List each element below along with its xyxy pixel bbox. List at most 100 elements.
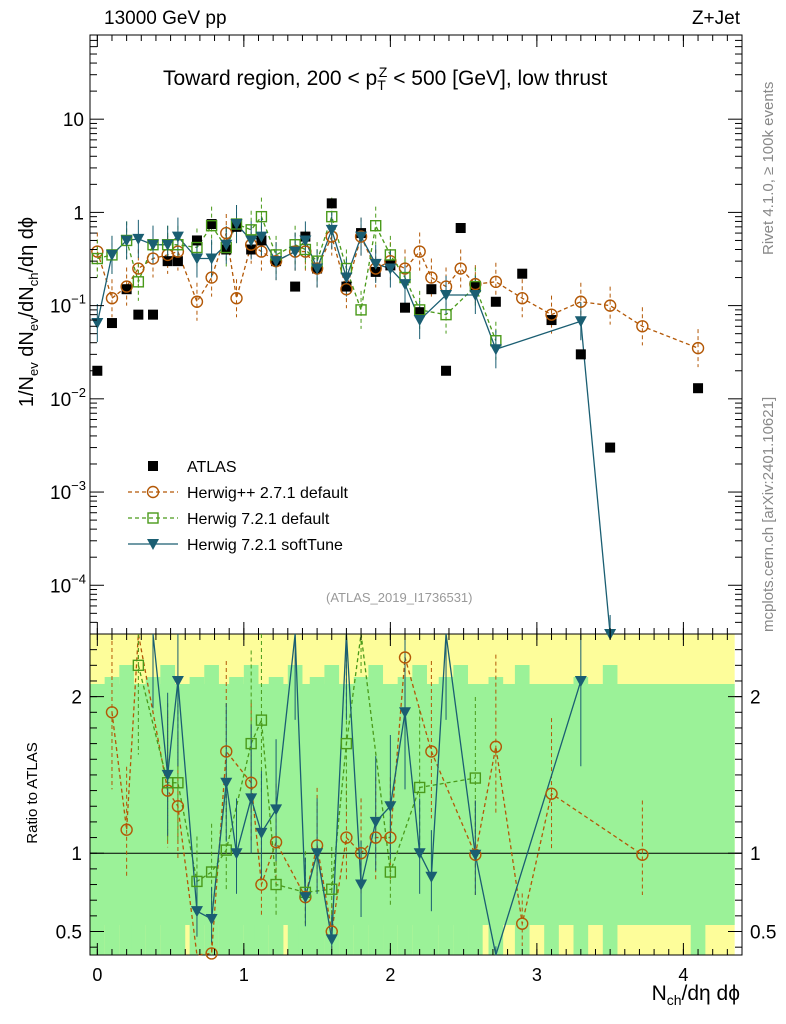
x-tick-label: 2 <box>385 965 395 985</box>
marker-herwigpp <box>636 848 649 861</box>
marker-herwigpp <box>255 245 268 258</box>
marker-herwig7-softtune <box>440 289 453 301</box>
marker-herwigpp <box>220 745 233 758</box>
marker-herwig7-softtune <box>289 246 302 258</box>
marker-herwig7-default <box>205 866 218 878</box>
marker-herwigpp <box>603 299 617 312</box>
marker-herwig7-softtune <box>161 239 174 251</box>
marker-herwigpp <box>545 787 558 800</box>
marker-herwig7-default <box>413 781 426 794</box>
marker-herwig7-default <box>370 219 382 232</box>
marker-herwig7-default <box>172 777 184 789</box>
marker-herwig7-softtune <box>205 253 218 265</box>
marker-herwig7-default <box>191 241 203 254</box>
marker-atlas <box>290 281 301 292</box>
marker-herwig7-default <box>355 304 367 316</box>
marker-herwigpp <box>384 831 397 844</box>
axes-frame <box>89 34 743 956</box>
marker-herwigpp <box>161 784 174 797</box>
y-tick-label: 1 <box>73 203 84 224</box>
marker-herwigpp <box>545 308 558 321</box>
marker-herwigpp <box>132 262 145 275</box>
marker-herwig7-default <box>440 308 452 321</box>
marker-herwigpp <box>454 262 467 275</box>
y-axis-label-top: 1/Nev dNev/dNch/dη dϕ <box>16 217 41 407</box>
marker-herwig7-softtune <box>413 848 426 860</box>
marker-atlas <box>441 365 452 376</box>
marker-herwig7-softtune <box>105 249 118 261</box>
marker-herwigpp <box>120 823 133 836</box>
marker-herwig7-softtune <box>469 849 482 861</box>
xlabel-part: N <box>651 982 667 1005</box>
marker-atlas <box>172 256 183 267</box>
marker-atlas <box>414 307 425 318</box>
ratio-tick-label-left: 2 <box>71 688 82 709</box>
ylabel-part: /dη dϕ <box>16 216 38 273</box>
marker-atlas <box>470 281 481 292</box>
x-tick-label: 3 <box>532 965 542 985</box>
marker-atlas <box>162 256 173 267</box>
marker-herwig7-softtune <box>190 253 203 265</box>
marker-herwigpp <box>398 651 412 664</box>
marker-atlas <box>426 284 437 295</box>
marker-herwig7-default <box>326 883 338 895</box>
marker-herwig7-default <box>326 210 338 223</box>
ratio-plot-frame <box>89 633 743 956</box>
marker-herwigpp <box>120 280 133 293</box>
marker-herwigpp <box>516 917 529 930</box>
series-line <box>96 232 699 349</box>
marker-herwigpp <box>105 706 119 719</box>
marker-atlas <box>191 235 202 246</box>
marker-herwig7-default <box>132 276 145 288</box>
header-right: Z+Jet <box>691 8 740 29</box>
marker-herwig7-softtune <box>325 934 338 946</box>
marker-herwig7-default <box>205 219 218 232</box>
title-main: Toward region, 200 < p <box>163 67 378 90</box>
marker-herwigpp <box>205 271 218 284</box>
title-sub: T <box>377 77 386 94</box>
x-tick-label: 4 <box>678 965 688 985</box>
marker-herwig7-softtune <box>91 318 104 330</box>
marker-herwig7-default <box>340 737 353 750</box>
marker-herwigpp <box>171 245 185 258</box>
marker-herwig7-softtune <box>270 256 283 268</box>
y-tick-label: 10−1 <box>50 292 86 318</box>
marker-herwig7-softtune <box>399 279 412 291</box>
marker-herwig7-softtune <box>469 289 482 301</box>
marker-herwig7-softtune <box>399 707 412 719</box>
data-markers <box>91 198 705 960</box>
marker-atlas <box>400 302 411 313</box>
chart-title: Toward region, 200 < pTZ < 500 [GeV], lo… <box>163 64 607 93</box>
marker-herwig7-softtune <box>147 239 160 251</box>
marker-atlas <box>517 268 528 279</box>
legend: ATLAS Herwig++ 2.7.1 default Herwig 7.2.1 … <box>128 459 349 554</box>
analysis-watermark: (ATLAS_2019_I1736531) <box>326 590 473 605</box>
marker-herwig7-default <box>245 737 257 750</box>
ylabel-sub: ch <box>26 272 41 287</box>
ratio-tick-label-right: 1 <box>750 844 761 865</box>
legend-label: Herwig++ 2.7.1 default <box>187 485 349 502</box>
ratio-series-line <box>137 633 476 894</box>
marker-herwig7-default <box>220 844 232 856</box>
marker-herwigpp <box>220 226 233 240</box>
y-axis-label-ratio: Ratio to ATLAS <box>24 742 41 844</box>
marker-herwig7-softtune <box>325 224 338 236</box>
marker-herwig7-softtune <box>245 235 258 247</box>
marker-herwig7-default <box>132 659 145 672</box>
marker-atlas <box>133 309 144 320</box>
marker-herwig7-softtune <box>171 675 184 687</box>
marker-herwig7-softtune <box>220 239 233 251</box>
xlabel-part: /dη dϕ <box>681 982 740 1005</box>
marker-herwig7-softtune <box>255 827 268 839</box>
title-end: < 500 [GeV], low thrust <box>387 67 608 90</box>
marker-herwigpp <box>489 740 503 753</box>
marker-herwigpp <box>413 245 426 258</box>
axis-ticks: 0 1 2 3 4 10 1 10−1 10−2 10−3 10−4 0.5 0.5 1 1 2 2 <box>50 34 776 985</box>
marker-herwig7-softtune <box>369 816 382 828</box>
ylabel-sub: ev <box>26 317 41 332</box>
ratio-tick-label-left: 0.5 <box>56 923 82 944</box>
marker-herwig7-softtune <box>220 777 233 789</box>
marker-herwig7-default <box>384 866 397 878</box>
marker-atlas <box>370 266 381 277</box>
marker-herwig7-softtune <box>230 219 243 231</box>
